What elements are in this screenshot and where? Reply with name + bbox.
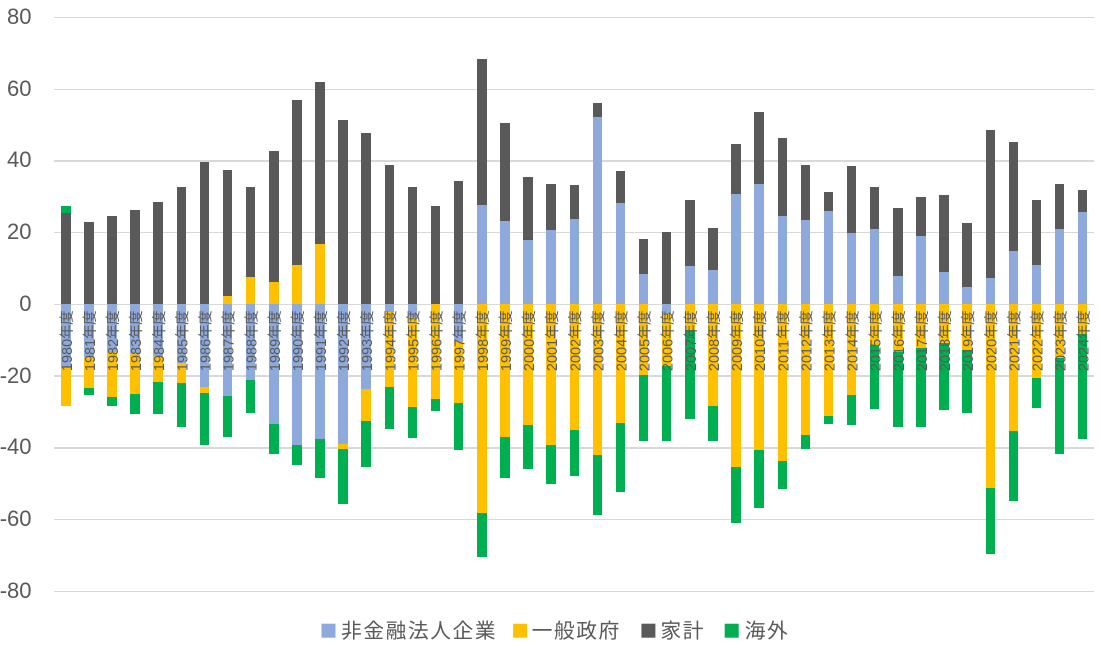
svg-text:1983: 1983	[129, 339, 145, 371]
svg-text:2003: 2003	[591, 339, 607, 371]
svg-text:2017: 2017	[915, 339, 931, 371]
svg-text:2002: 2002	[568, 339, 584, 371]
svg-text:2010: 2010	[753, 339, 769, 371]
svg-text:1980: 1980	[60, 339, 76, 371]
svg-text:1997: 1997	[453, 339, 469, 371]
svg-text:2009: 2009	[730, 339, 746, 371]
svg-text:2014: 2014	[846, 339, 862, 371]
svg-text:1995: 1995	[406, 339, 422, 371]
svg-text:1986: 1986	[198, 339, 214, 371]
svg-text:2008: 2008	[707, 339, 723, 371]
svg-text:1984: 1984	[152, 339, 168, 371]
svg-text:2020: 2020	[984, 339, 1000, 371]
svg-text:2021: 2021	[1007, 339, 1023, 371]
svg-text:2023: 2023	[1054, 339, 1070, 371]
svg-text:1987: 1987	[222, 339, 238, 371]
svg-text:2024: 2024	[1077, 339, 1093, 371]
svg-text:1989: 1989	[268, 339, 284, 371]
svg-text:1991: 1991	[314, 339, 330, 371]
svg-text:2006: 2006	[661, 339, 677, 371]
svg-text:1992: 1992	[337, 339, 353, 371]
svg-text:2013: 2013	[823, 339, 839, 371]
svg-text:1988: 1988	[245, 339, 261, 371]
svg-text:1993: 1993	[360, 339, 376, 371]
svg-text:2005: 2005	[638, 339, 654, 371]
svg-text:2011: 2011	[776, 340, 792, 371]
svg-text:2007: 2007	[684, 339, 700, 371]
svg-text:2000: 2000	[522, 339, 538, 371]
svg-text:2019: 2019	[961, 339, 977, 371]
svg-text:2004: 2004	[614, 339, 630, 371]
svg-text:1999: 1999	[499, 339, 515, 371]
svg-text:2022: 2022	[1031, 339, 1047, 371]
svg-text:1996: 1996	[430, 339, 446, 371]
svg-text:2018: 2018	[938, 339, 954, 371]
svg-text:1985: 1985	[175, 339, 191, 371]
svg-text:2016: 2016	[892, 339, 908, 371]
svg-text:2015: 2015	[869, 339, 885, 371]
svg-text:1990: 1990	[291, 339, 307, 371]
svg-text:1981: 1981	[83, 339, 99, 371]
svg-text:2012: 2012	[799, 339, 815, 371]
svg-text:2001: 2001	[545, 339, 561, 371]
svg-text:1998: 1998	[476, 339, 492, 371]
svg-text:1994: 1994	[383, 339, 399, 371]
svg-text:1982: 1982	[106, 339, 122, 371]
